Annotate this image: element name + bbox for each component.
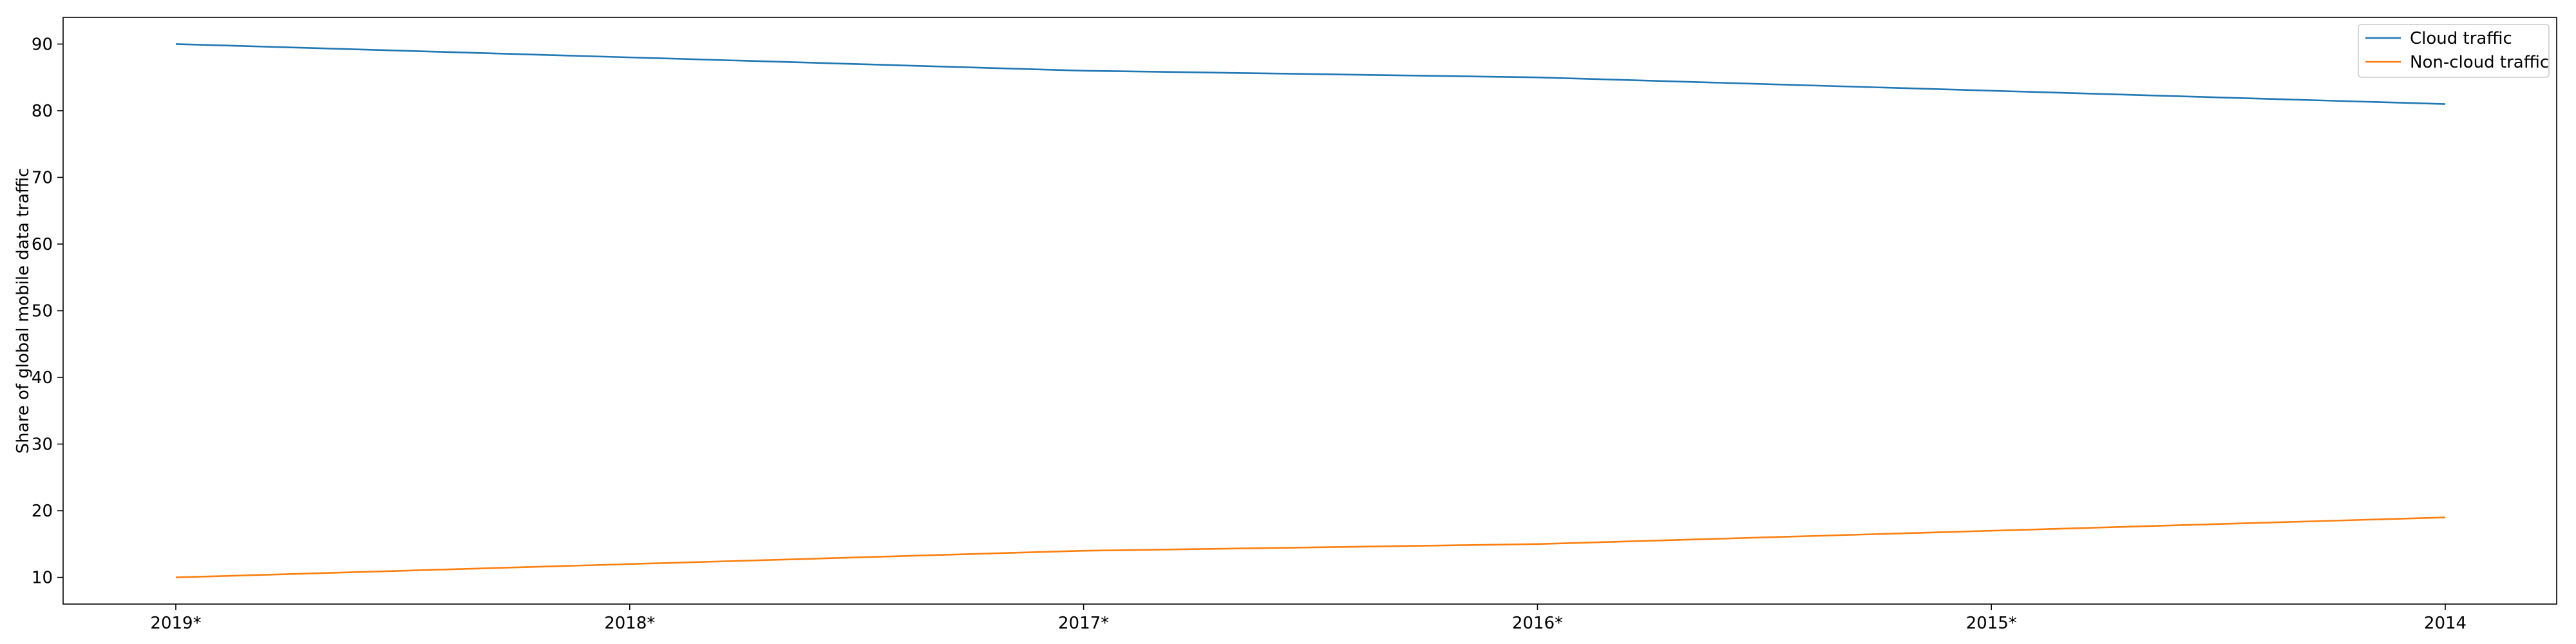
legend-label-0: Cloud traffic [2410,29,2512,48]
y-tick-label: 90 [32,35,53,54]
plot-area [62,17,2557,605]
y-tick-label: 40 [32,368,53,388]
y-tick-label: 80 [32,102,53,121]
y-axis-label: Share of global mobile data traffic [14,168,33,454]
series-line-0 [175,43,2446,105]
x-tick-label: 2015* [1966,614,2017,633]
y-tick-label: 60 [32,235,53,254]
x-tick-label: 2019* [150,614,201,633]
y-axis: 10 20 30 40 50 60 70 80 90 [32,35,63,588]
x-axis: 2019* 2018* 2017* 2016* 2015* 2014 [150,604,2467,633]
y-tick-label: 30 [32,435,53,455]
y-tick-label: 50 [32,302,53,321]
legend: Cloud traffic Non-cloud traffic [2358,24,2550,78]
x-tick-label: 2014 [2424,614,2467,633]
legend-label-1: Non-cloud traffic [2410,53,2549,72]
plot-frame [62,17,2557,605]
legend-box [2358,24,2550,78]
series-line-1 [175,516,2446,578]
x-tick-label: 2017* [1058,614,1109,633]
y-tick-label: 20 [32,502,53,521]
series-lines [175,43,2446,578]
y-tick-label: 10 [32,569,53,588]
y-tick-label: 70 [32,168,53,187]
x-tick-label: 2016* [1512,614,1563,633]
x-tick-label: 2018* [604,614,655,633]
